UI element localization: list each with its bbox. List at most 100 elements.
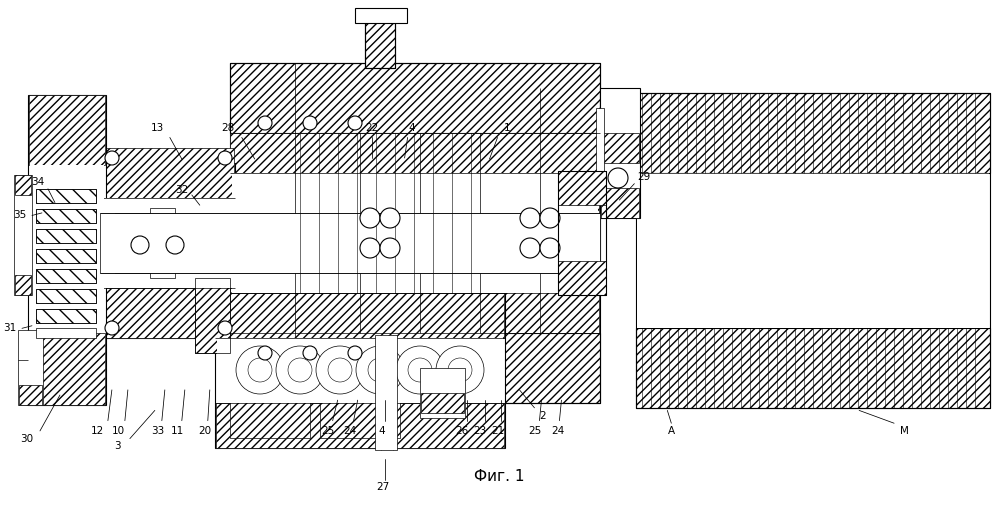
Bar: [230, 63, 600, 133]
Bar: [36, 289, 96, 303]
Circle shape: [316, 346, 364, 394]
Text: 32: 32: [175, 185, 189, 195]
Bar: [101, 148, 234, 198]
Bar: [36, 189, 96, 203]
Bar: [216, 403, 504, 448]
Bar: [596, 108, 604, 198]
Bar: [15, 275, 31, 295]
Bar: [215, 293, 505, 448]
Bar: [36, 209, 96, 223]
Bar: [36, 249, 96, 263]
Circle shape: [520, 238, 540, 258]
Text: 21: 21: [491, 426, 504, 436]
Circle shape: [218, 321, 232, 335]
Bar: [115, 213, 150, 273]
Bar: [14, 175, 32, 295]
Circle shape: [540, 238, 560, 258]
Bar: [558, 261, 606, 295]
Bar: [231, 173, 599, 333]
Bar: [19, 385, 42, 405]
Bar: [36, 269, 96, 283]
Text: 33: 33: [151, 426, 165, 436]
Circle shape: [380, 208, 400, 228]
Circle shape: [348, 346, 362, 360]
Text: 25: 25: [527, 426, 541, 436]
Text: 4: 4: [409, 123, 415, 133]
Text: 3: 3: [115, 441, 121, 451]
Circle shape: [520, 208, 540, 228]
Bar: [195, 278, 230, 353]
Bar: [558, 171, 606, 205]
Bar: [29, 95, 105, 165]
Text: 1: 1: [504, 123, 510, 133]
Bar: [30, 165, 104, 333]
Text: 28: 28: [221, 123, 235, 133]
Bar: [100, 163, 235, 338]
Bar: [601, 188, 639, 218]
Text: 24: 24: [343, 426, 357, 436]
Bar: [216, 293, 504, 338]
Bar: [601, 133, 639, 163]
Bar: [100, 213, 600, 273]
Circle shape: [248, 358, 272, 382]
Text: 10: 10: [111, 426, 125, 436]
Circle shape: [105, 151, 119, 165]
Circle shape: [276, 346, 324, 394]
Text: 4: 4: [379, 426, 385, 436]
Bar: [230, 333, 600, 403]
Bar: [636, 93, 990, 408]
Circle shape: [303, 346, 317, 360]
Bar: [36, 189, 96, 203]
Bar: [365, 18, 395, 68]
Bar: [28, 95, 106, 405]
Bar: [230, 63, 600, 403]
Circle shape: [360, 208, 380, 228]
Circle shape: [540, 208, 560, 228]
Text: 23: 23: [473, 426, 487, 436]
Circle shape: [166, 236, 184, 254]
Circle shape: [288, 358, 312, 382]
Bar: [231, 133, 599, 333]
Bar: [36, 209, 96, 223]
Text: 29: 29: [637, 172, 651, 182]
Bar: [230, 133, 600, 173]
Circle shape: [348, 116, 362, 130]
Text: 34: 34: [31, 177, 45, 187]
Circle shape: [448, 358, 472, 382]
Text: 11: 11: [171, 426, 185, 436]
Bar: [600, 88, 640, 218]
Circle shape: [356, 346, 404, 394]
Bar: [355, 8, 407, 23]
Text: 26: 26: [455, 426, 469, 436]
Text: M: M: [900, 426, 908, 436]
Bar: [637, 173, 989, 328]
Text: 30: 30: [20, 433, 34, 444]
Circle shape: [303, 116, 317, 130]
Circle shape: [258, 116, 272, 130]
Bar: [195, 278, 230, 353]
Bar: [420, 368, 465, 418]
Circle shape: [380, 238, 400, 258]
Circle shape: [236, 346, 284, 394]
Bar: [101, 288, 234, 338]
Bar: [36, 309, 96, 323]
Circle shape: [218, 151, 232, 165]
Circle shape: [328, 358, 352, 382]
Text: 12: 12: [91, 426, 105, 436]
Text: 13: 13: [151, 123, 165, 133]
Circle shape: [258, 346, 272, 360]
Text: Фиг. 1: Фиг. 1: [475, 468, 524, 484]
Bar: [29, 333, 105, 405]
Bar: [320, 368, 400, 438]
Bar: [558, 171, 606, 295]
Bar: [636, 328, 990, 408]
Bar: [18, 330, 43, 405]
Text: 27: 27: [376, 482, 390, 492]
Bar: [15, 175, 31, 195]
Bar: [375, 335, 397, 450]
Circle shape: [608, 168, 628, 188]
Circle shape: [131, 236, 149, 254]
Bar: [36, 249, 96, 263]
Bar: [232, 173, 598, 293]
Bar: [36, 289, 96, 303]
